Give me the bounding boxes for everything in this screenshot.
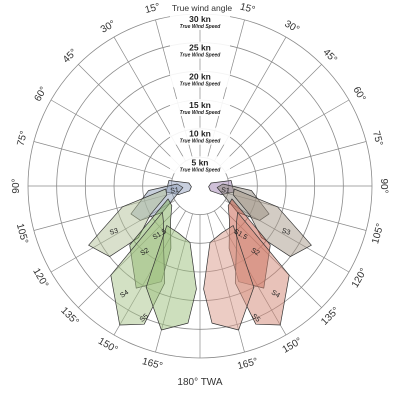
angle-spoke <box>78 64 180 166</box>
angle-spoke <box>50 99 176 172</box>
angle-label-60-left: 60° <box>33 85 50 104</box>
sail-label-s2-left: S2 <box>139 247 150 257</box>
speed-ring-sublabel: True Wind Speed <box>180 53 222 59</box>
speed-ring-sublabel: True Wind Speed <box>180 139 222 145</box>
speed-ring-label: 25 kn <box>189 43 211 53</box>
angle-label-15-right: 15° <box>239 1 256 16</box>
speed-ring-label: 15 kn <box>189 100 211 110</box>
speed-ring-label: 5 kn <box>191 157 208 167</box>
angle-label-150-right: 150° <box>281 336 304 356</box>
speed-ring-label: 10 kn <box>189 129 211 139</box>
sail-label-s2-right: S2 <box>250 247 261 257</box>
angle-label-45-right: 45° <box>321 47 339 65</box>
angle-label-105-right: 105° <box>370 222 386 245</box>
angle-label-105-left: 105° <box>14 222 30 245</box>
angle-label-120-right: 120° <box>350 266 370 289</box>
sail-zone-s3-left <box>88 188 168 257</box>
angle-label-75-right: 75° <box>370 130 385 147</box>
angle-label-60-right: 60° <box>350 85 367 104</box>
sail-zone-s3-right <box>232 188 312 257</box>
angle-label-75-left: 75° <box>15 130 30 147</box>
speed-ring-sublabel: True Wind Speed <box>180 81 222 87</box>
bottom-twa-label: 180° TWA <box>177 377 222 388</box>
speed-ring-sublabel: True Wind Speed <box>180 24 222 30</box>
sail-label-s1-left: S1 <box>170 187 179 195</box>
angle-spoke <box>224 99 350 172</box>
sail-label-s5-left: S5 <box>139 313 150 324</box>
chart-title: True wind angle <box>172 3 232 13</box>
angle-label-165-left: 165° <box>141 356 164 372</box>
angle-label-30-right: 30° <box>282 19 301 36</box>
angle-label-90-left: 90° <box>11 178 22 193</box>
sail-label-s5-right: S5 <box>250 313 261 324</box>
sail-label-s3-right: S3 <box>281 228 291 237</box>
speed-label-bg <box>170 13 230 30</box>
sail-zones <box>88 180 312 331</box>
speed-label-bg <box>170 99 230 116</box>
speed-ring-sublabel: True Wind Speed <box>180 167 222 173</box>
speed-label-bg <box>170 156 230 174</box>
sail-label-s3-left: S3 <box>109 228 119 237</box>
angle-label-15-left: 15° <box>144 1 161 16</box>
sail-label-s4-right: S4 <box>270 289 281 300</box>
angle-spoke <box>227 141 367 179</box>
angle-label-45-left: 45° <box>61 47 79 65</box>
speed-ring-sublabel: True Wind Speed <box>180 110 222 116</box>
sail-label-s1-right: S1 <box>221 187 230 195</box>
speed-ring-label: 20 kn <box>189 71 211 81</box>
sail-label-s4-left: S4 <box>119 289 130 300</box>
sail-zone-s5-left <box>145 225 197 331</box>
angle-label-30-left: 30° <box>99 19 118 36</box>
speed-ring-label: 30 kn <box>189 14 211 24</box>
angle-label-120-left: 120° <box>30 266 50 289</box>
angle-label-90-right: 90° <box>378 178 389 193</box>
polar-grid <box>27 13 373 359</box>
angle-label-135-left: 135° <box>58 305 80 327</box>
angle-spoke <box>220 64 322 166</box>
angle-label-165-right: 165° <box>236 356 259 372</box>
sail-zone-s5-right <box>203 225 255 331</box>
angle-label-150-left: 150° <box>96 336 119 356</box>
speed-label-bg <box>170 127 230 145</box>
speed-label-bg <box>170 70 230 88</box>
angle-label-135-right: 135° <box>319 305 341 327</box>
angle-spoke <box>33 141 173 179</box>
speed-label-bg <box>170 41 230 59</box>
